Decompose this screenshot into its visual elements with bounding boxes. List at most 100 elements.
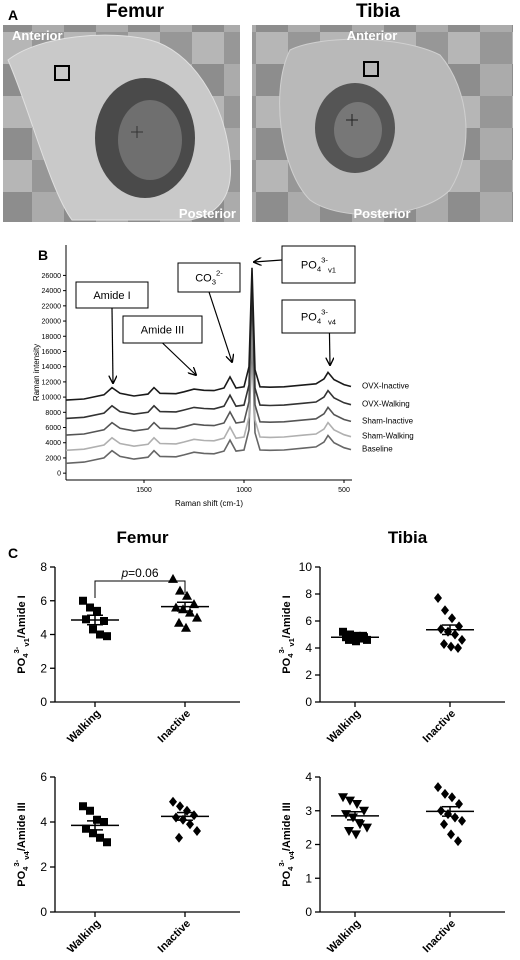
error-bar [87, 820, 103, 831]
label-part: v1 [287, 637, 296, 646]
panel-label: A [8, 7, 18, 23]
x-axis-label: Raman shift (cm-1) [175, 499, 243, 508]
error-bar [442, 624, 458, 636]
y-tick-label: 10000 [42, 395, 62, 402]
annotation-text: Amide III [141, 325, 184, 337]
data-point [440, 819, 448, 830]
y-tick-label: 8 [40, 560, 47, 574]
data-point [189, 599, 199, 609]
label-part: /Amide III [16, 802, 28, 851]
label-part: 3- [321, 256, 328, 265]
label-part: PO [301, 312, 317, 324]
x-tick-label: 1500 [136, 487, 152, 494]
y-tick-label: 6000 [45, 425, 61, 432]
y-tick-label: 14000 [42, 364, 62, 371]
y-tick-label: 0 [40, 905, 47, 919]
data-point [441, 605, 449, 616]
label-part: v4 [287, 850, 296, 859]
significance-bracket [94, 580, 186, 598]
legend-label: OVX-Inactive [362, 381, 410, 390]
data-point [169, 796, 177, 807]
y-tick-label: 4 [40, 815, 47, 829]
data-point [96, 833, 104, 842]
data-point [351, 830, 361, 840]
data-point [86, 806, 94, 815]
y-tick-label: 16000 [42, 349, 62, 356]
annotation-box [75, 281, 149, 309]
label-part: 4 [317, 265, 322, 274]
y-tick-label: 2000 [45, 455, 61, 462]
y-tick-label: 1 [305, 871, 312, 885]
label-part: 4 [21, 653, 30, 658]
image-title: Tibia [356, 1, 400, 22]
data-point [339, 627, 347, 636]
data-point [448, 613, 456, 624]
y-tick-label: 6 [305, 614, 312, 628]
data-point [174, 617, 184, 627]
legend-label: Sham-Walking [362, 432, 414, 441]
label-part: /Amide III [281, 802, 293, 851]
y-axis-label: PO43-v4/Amide III [12, 802, 31, 887]
data-point [100, 617, 108, 625]
label-part: 3 [212, 278, 216, 287]
y-tick-label: 4000 [45, 440, 61, 447]
y-tick-label: 2 [305, 668, 312, 682]
data-point [183, 805, 191, 816]
y-tick-label: 20000 [42, 319, 62, 326]
label-part: CO [195, 273, 212, 285]
x-tick-label: Walking [325, 918, 363, 956]
image-title: Femur [106, 1, 165, 22]
label-part: PO [16, 870, 28, 886]
annotation-arrow [254, 260, 283, 262]
label-part: PO [16, 657, 28, 673]
data-point [86, 603, 94, 612]
annotation-arrow [112, 307, 113, 383]
chart-title: Femur [117, 528, 169, 547]
label-part: 3- [12, 646, 21, 653]
y-tick-label: 0 [40, 695, 47, 709]
label-part: v4 [328, 318, 337, 327]
data-point [352, 800, 362, 809]
error-bar [177, 811, 193, 821]
data-point [93, 606, 101, 615]
annotation-box [281, 299, 356, 334]
data-point [93, 815, 101, 824]
data-point [444, 626, 452, 637]
data-point [455, 621, 463, 632]
y-axis-label: PO43-v1/Amide I [12, 595, 31, 673]
y-tick-label: 2 [305, 838, 312, 852]
data-point [186, 819, 194, 830]
data-point [182, 590, 192, 600]
y-tick-label: 0 [305, 905, 312, 919]
data-point [79, 802, 87, 811]
label-part: 4 [286, 653, 295, 658]
label-part: 4 [21, 866, 30, 871]
data-point [178, 604, 188, 614]
data-point [458, 634, 466, 645]
x-tick-label: Walking [325, 708, 363, 746]
data-point [447, 829, 455, 840]
x-tick-label: Walking [65, 918, 103, 956]
spectrum [65, 313, 352, 452]
label-part: p [120, 566, 128, 580]
data-point [181, 622, 191, 632]
y-tick-label: 4 [305, 641, 312, 655]
label-part: 3- [12, 859, 21, 866]
label-part: 4 [317, 317, 322, 326]
data-point [338, 793, 348, 803]
spectrum [65, 267, 352, 401]
x-tick-label: Inactive [156, 708, 193, 745]
label-part: v1 [328, 266, 336, 275]
data-point [447, 641, 455, 652]
data-point [96, 630, 104, 639]
data-point [455, 799, 463, 809]
annotation-text: PO43-v4 [301, 308, 337, 327]
label-part: /Amide I [16, 595, 28, 638]
data-point [176, 801, 184, 812]
label-part: PO [301, 260, 317, 272]
data-point [434, 782, 442, 793]
annotation-text: Amide I [93, 290, 130, 302]
annotation-box [122, 315, 203, 344]
data-point [454, 836, 462, 847]
data-point [451, 812, 459, 823]
